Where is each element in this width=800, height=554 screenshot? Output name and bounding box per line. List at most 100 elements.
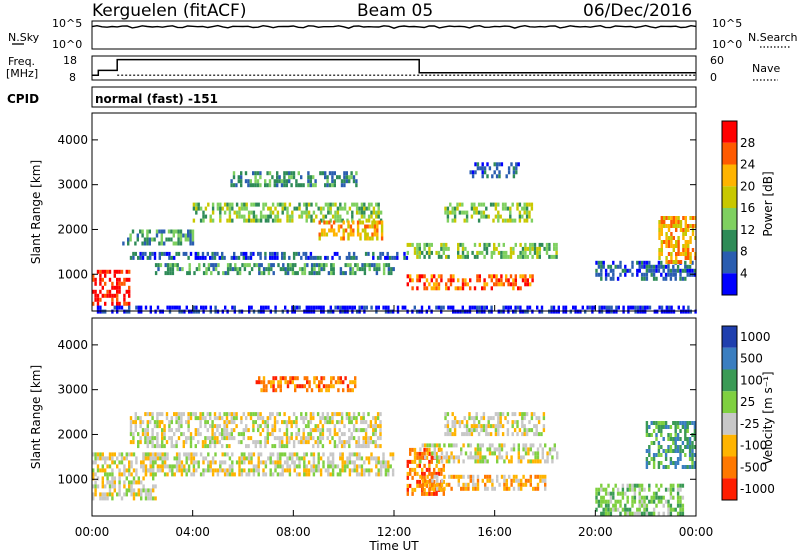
range-cell bbox=[650, 499, 653, 504]
range-cell bbox=[201, 255, 205, 260]
range-cell bbox=[676, 491, 680, 496]
range-cell bbox=[456, 206, 459, 211]
range-cell bbox=[185, 305, 188, 310]
range-cell bbox=[291, 376, 294, 381]
range-cell bbox=[468, 305, 472, 310]
range-cell bbox=[336, 218, 340, 223]
range-cell bbox=[670, 224, 673, 228]
range-cell bbox=[483, 166, 487, 171]
range-cell bbox=[295, 464, 299, 469]
range-cell bbox=[273, 436, 277, 441]
range-cell bbox=[663, 309, 666, 314]
range-cell bbox=[665, 305, 668, 310]
range-cell bbox=[273, 179, 276, 184]
range-cell bbox=[146, 229, 149, 234]
range-cell bbox=[536, 447, 540, 452]
colorbar-swatch bbox=[722, 186, 737, 209]
colorbar-swatch bbox=[722, 326, 737, 348]
range-cell bbox=[664, 465, 668, 469]
range-cell bbox=[264, 183, 267, 188]
range-cell bbox=[286, 309, 289, 314]
range-cell bbox=[175, 241, 178, 246]
range-cell bbox=[272, 271, 275, 276]
range-cell bbox=[508, 474, 511, 479]
range-cell bbox=[498, 174, 501, 179]
range-cell bbox=[433, 471, 436, 476]
range-cell bbox=[310, 271, 314, 276]
range-cell bbox=[505, 274, 508, 279]
range-cell bbox=[553, 447, 556, 452]
range-cell bbox=[289, 267, 292, 272]
range-cell bbox=[355, 444, 358, 449]
range-cell bbox=[442, 467, 445, 472]
range-cell bbox=[437, 471, 441, 476]
range-cell bbox=[161, 309, 164, 314]
range-cell bbox=[219, 464, 222, 469]
range-cell bbox=[440, 246, 443, 251]
range-cell bbox=[221, 416, 224, 421]
range-cell bbox=[496, 447, 499, 452]
range-cell bbox=[669, 491, 673, 496]
range-cell bbox=[624, 507, 627, 512]
range-cell bbox=[247, 214, 251, 219]
range-cell bbox=[329, 305, 332, 310]
range-cell bbox=[231, 452, 234, 457]
range-cell bbox=[194, 412, 197, 417]
range-cell bbox=[513, 420, 517, 425]
range-cell bbox=[536, 305, 539, 310]
range-cell bbox=[694, 256, 697, 260]
range-cell bbox=[475, 424, 478, 429]
range-cell bbox=[421, 482, 424, 487]
range-cell bbox=[180, 468, 184, 473]
range-cell bbox=[534, 459, 537, 464]
range-cell bbox=[486, 459, 489, 464]
range-cell bbox=[258, 376, 261, 381]
range-cell bbox=[171, 267, 175, 272]
range-cell bbox=[342, 236, 345, 241]
range-cell bbox=[626, 499, 629, 504]
range-cell bbox=[137, 416, 140, 421]
range-cell bbox=[551, 447, 554, 452]
range-cell bbox=[519, 309, 522, 314]
range-cell bbox=[111, 484, 114, 489]
range-cell bbox=[406, 487, 409, 492]
range-cell bbox=[235, 416, 238, 421]
range-cell bbox=[242, 428, 245, 433]
range-cell bbox=[186, 271, 189, 276]
range-cell bbox=[254, 171, 257, 176]
range-cell bbox=[264, 464, 268, 469]
range-cell bbox=[339, 309, 342, 314]
data-region bbox=[192, 202, 383, 223]
range-cell bbox=[180, 464, 184, 469]
range-cell bbox=[134, 412, 137, 417]
range-cell bbox=[166, 305, 169, 310]
range-cell bbox=[140, 464, 143, 469]
range-cell bbox=[655, 453, 658, 457]
range-cell bbox=[505, 482, 508, 487]
range-cell bbox=[476, 166, 480, 171]
range-cell bbox=[669, 483, 673, 488]
range-cell bbox=[261, 416, 265, 421]
range-cell bbox=[290, 171, 293, 176]
range-cell bbox=[228, 206, 232, 211]
range-cell bbox=[372, 440, 375, 445]
range-cell bbox=[333, 428, 337, 433]
range-cell bbox=[433, 491, 436, 496]
range-cell bbox=[345, 255, 349, 260]
range-cell bbox=[600, 499, 603, 504]
range-cell bbox=[553, 242, 556, 247]
colorbar-tick-label: 25 bbox=[740, 395, 755, 409]
range-cell bbox=[262, 468, 265, 473]
range-cell bbox=[446, 218, 450, 223]
range-cell bbox=[638, 483, 641, 488]
range-cell bbox=[677, 252, 680, 256]
range-cell bbox=[481, 443, 484, 448]
range-cell bbox=[489, 432, 493, 437]
range-cell bbox=[382, 305, 385, 310]
range-cell bbox=[149, 255, 152, 260]
range-cell bbox=[185, 251, 188, 256]
range-cell bbox=[259, 183, 262, 188]
range-cell bbox=[335, 232, 338, 237]
range-cell bbox=[216, 309, 220, 314]
range-cell bbox=[94, 297, 97, 302]
